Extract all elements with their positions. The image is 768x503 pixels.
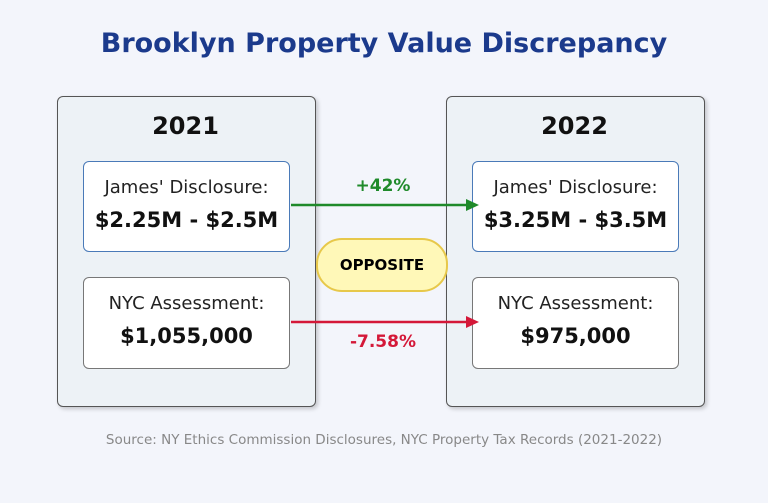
disclosure-value: $2.25M - $2.5M — [94, 208, 279, 232]
assessment-value: $1,055,000 — [120, 324, 253, 348]
opposite-badge: OPPOSITE — [316, 238, 448, 292]
assessment-label: NYC Assessment: — [497, 293, 654, 314]
disclosure-label: James' Disclosure: — [493, 177, 658, 198]
assessment-box-2021: NYC Assessment: $1,055,000 — [83, 277, 290, 369]
disclosure-box-2022: James' Disclosure: $3.25M - $3.5M — [472, 161, 679, 252]
year-2022: 2022 — [541, 112, 608, 140]
disclosure-arrowhead — [466, 199, 479, 211]
disclosure-label: James' Disclosure: — [104, 177, 269, 198]
disclosure-value: $3.25M - $3.5M — [483, 208, 668, 232]
assessment-change: -7.58% — [349, 332, 417, 352]
source-note: Source: NY Ethics Commission Disclosures… — [105, 432, 663, 448]
year-2021: 2021 — [152, 112, 219, 140]
page-title: Brooklyn Property Value Discrepancy — [100, 28, 668, 59]
disclosure-change: +42% — [355, 176, 411, 196]
assessment-value: $975,000 — [520, 324, 631, 348]
assessment-label: NYC Assessment: — [108, 293, 265, 314]
assessment-arrowhead — [466, 316, 479, 328]
disclosure-box-2021: James' Disclosure: $2.25M - $2.5M — [83, 161, 290, 252]
assessment-box-2022: NYC Assessment: $975,000 — [472, 277, 679, 369]
